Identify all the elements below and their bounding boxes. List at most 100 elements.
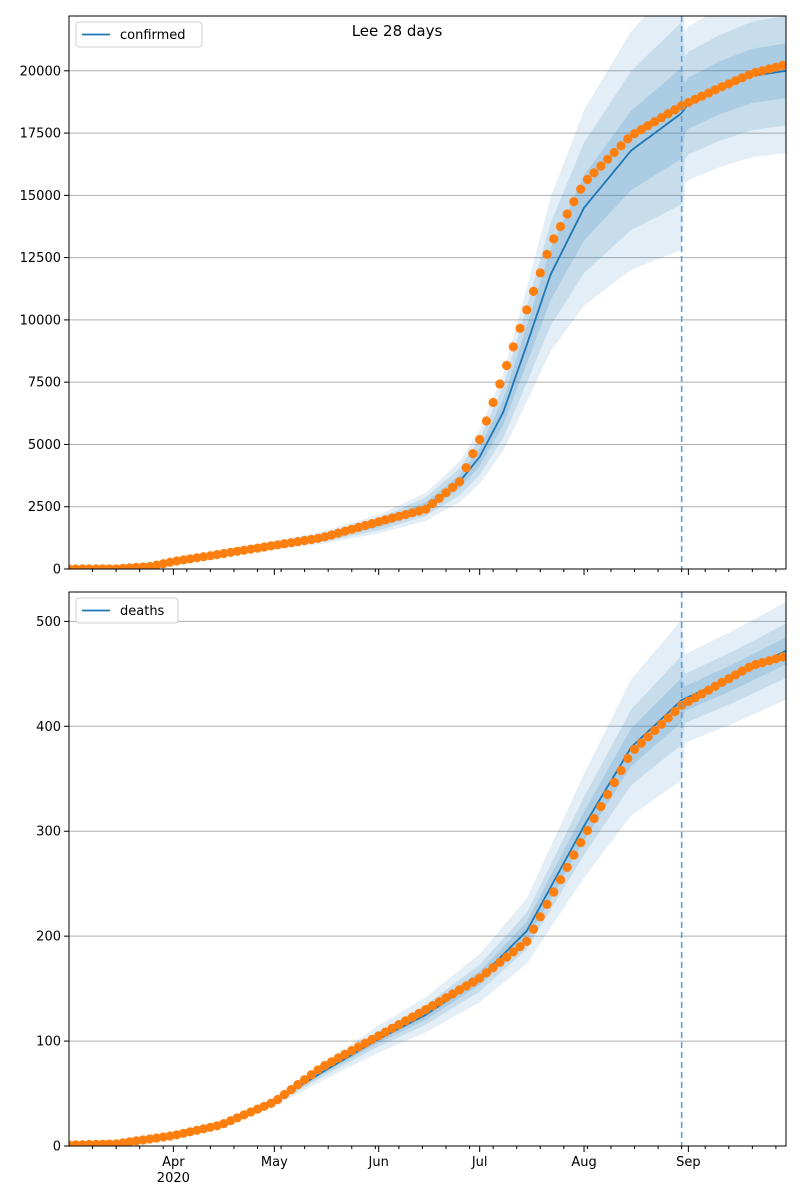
observed-point-deaths [596, 801, 606, 812]
observed-point-deaths [273, 1094, 283, 1105]
plot-area-deaths [69, 601, 786, 1146]
observed-point-confirmed [778, 60, 786, 70]
observed-point-deaths [515, 942, 525, 952]
observed-point-deaths [360, 1038, 370, 1048]
observed-point-confirmed [603, 154, 613, 164]
observed-point-deaths [535, 912, 545, 922]
observed-point-confirmed [609, 147, 619, 158]
chart-title: Lee 28 days [352, 22, 443, 40]
observed-point-deaths [367, 1034, 377, 1045]
uncertainty-band-confirmed [69, 43, 786, 569]
observed-point-deaths [313, 1065, 323, 1075]
legend-label: confirmed [120, 28, 186, 43]
observed-point-deaths [266, 1098, 276, 1108]
observed-point-confirmed [549, 234, 559, 244]
observed-point-confirmed [515, 323, 525, 333]
observed-point-deaths [407, 1012, 417, 1022]
observed-point-confirmed [441, 488, 451, 498]
observed-point-deaths [434, 997, 444, 1007]
observed-point-deaths [710, 681, 720, 691]
observed-point-confirmed [279, 539, 289, 549]
legend-box [75, 21, 203, 48]
observed-point-confirmed [502, 360, 512, 371]
observed-point-confirmed [199, 552, 209, 562]
observed-point-confirmed [650, 117, 660, 127]
observed-point-confirmed [488, 397, 498, 408]
observed-point-deaths [663, 713, 673, 723]
uncertainty-band-confirmed [69, 16, 786, 569]
observed-point-deaths [306, 1070, 316, 1080]
x-tick-label: Sep [676, 1155, 701, 1170]
observed-point-confirmed [636, 125, 646, 135]
observed-point-confirmed [589, 168, 599, 178]
observed-point-confirmed [475, 434, 485, 445]
observed-point-deaths [279, 1089, 289, 1100]
observed-point-deaths [670, 707, 680, 717]
observed-point-deaths [353, 1042, 364, 1052]
observed-point-deaths [380, 1027, 390, 1037]
y-tick-label-deaths: 200 [36, 930, 61, 945]
observed-point-deaths [495, 957, 505, 968]
uncertainty-band-deaths [69, 601, 786, 1146]
observed-point-confirmed [448, 482, 458, 492]
observed-point-deaths [778, 652, 786, 662]
x-tick-label: Apr [162, 1155, 185, 1170]
observed-point-confirmed [468, 449, 478, 459]
observed-point-deaths [528, 924, 539, 934]
observed-point-deaths [582, 825, 593, 836]
observed-point-deaths [623, 753, 633, 764]
observed-point-deaths [111, 1139, 121, 1146]
observed-point-confirmed [562, 209, 572, 219]
x-tick-label: May [261, 1155, 288, 1170]
observed-point-deaths [461, 981, 471, 991]
observed-point-deaths [542, 899, 552, 910]
observed-point-deaths [589, 813, 599, 824]
observed-point-deaths [643, 732, 653, 742]
observed-point-confirmed [555, 221, 566, 232]
x-tick-label: Jun [368, 1155, 389, 1170]
observed-point-deaths [401, 1016, 411, 1026]
observed-point-deaths [394, 1020, 404, 1030]
legend-label: deaths [120, 604, 165, 619]
legend-box [75, 597, 179, 624]
observed-point-confirmed [300, 535, 310, 546]
observed-point-deaths [629, 744, 640, 755]
observed-point-deaths [636, 738, 646, 748]
observed-point-deaths [656, 719, 667, 729]
observed-point-confirmed [219, 548, 229, 559]
observed-point-confirmed [495, 379, 505, 389]
x-tick-label: Jul [471, 1155, 488, 1170]
observed-point-deaths [340, 1049, 350, 1059]
observed-point-deaths [724, 674, 734, 684]
observed-point-confirmed [596, 161, 606, 171]
y-tick-label-confirmed: 7500 [28, 376, 61, 391]
observed-point-confirmed [569, 197, 579, 207]
y-tick-label-confirmed: 2500 [28, 500, 61, 515]
observed-point-deaths [616, 765, 626, 776]
observed-point-deaths [717, 677, 727, 688]
observed-point-deaths [650, 725, 660, 736]
observed-point-deaths [603, 789, 613, 800]
observed-point-deaths [508, 947, 518, 957]
observed-point-deaths [690, 693, 700, 703]
x-tick-sublabel: 2020 [157, 1171, 190, 1186]
observed-point-deaths [549, 887, 559, 897]
observed-point-deaths [609, 777, 619, 788]
y-tick-label-confirmed: 10000 [20, 313, 61, 328]
y-tick-label-deaths: 100 [36, 1035, 61, 1050]
observed-point-confirmed [670, 105, 680, 115]
uncertainty-band-confirmed [69, 16, 786, 569]
observed-point-confirmed [91, 564, 101, 569]
observed-point-deaths [468, 977, 478, 987]
observed-point-confirmed [461, 463, 471, 473]
observed-point-confirmed [481, 416, 491, 426]
y-tick-label-deaths: 500 [36, 615, 61, 630]
observed-point-deaths [286, 1085, 296, 1095]
observed-point-deaths [441, 993, 451, 1003]
uncertainty-band-deaths [69, 623, 786, 1146]
plot-area-confirmed [69, 16, 786, 569]
observed-point-deaths [454, 985, 465, 995]
observed-point-deaths [131, 1136, 141, 1146]
